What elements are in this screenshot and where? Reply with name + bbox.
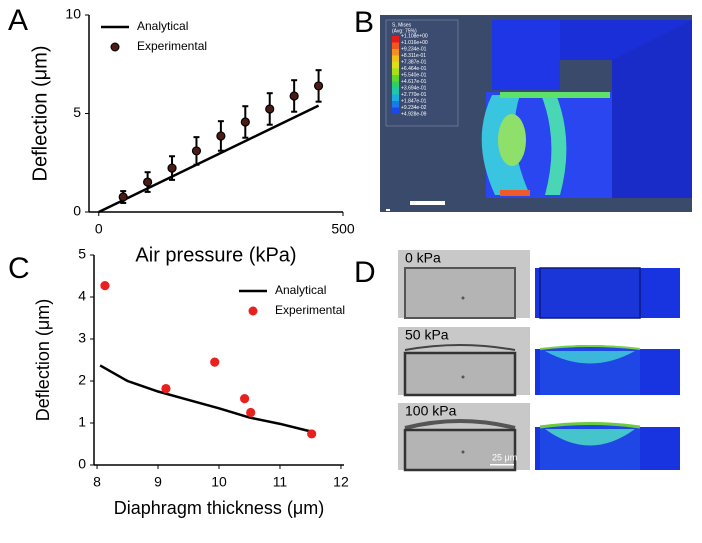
legend-label: Experimental: [137, 39, 207, 53]
y-tick-label: 5: [78, 246, 86, 262]
fem-hotspot: [500, 190, 530, 196]
legend-swatch: [248, 306, 258, 316]
marker: [246, 407, 256, 418]
panel-label: A: [8, 4, 28, 37]
fem-color-band: [392, 107, 399, 114]
fem-legend-value: +6.464e-01: [401, 66, 427, 72]
legend-swatch: [110, 42, 120, 52]
fem-stress-zone: [540, 92, 567, 195]
x-axis-label: Diaphragm thickness (μm): [114, 498, 324, 518]
fem-legend-value: +5.540e-01: [401, 72, 427, 78]
y-tick-label: 2: [78, 372, 86, 388]
fem-color-band: [392, 42, 399, 49]
marker: [191, 146, 202, 156]
panel-label: C: [8, 252, 30, 285]
marker: [161, 383, 171, 394]
micrograph: [398, 250, 680, 319]
axis-triad: [386, 209, 390, 211]
scale-label: 25 μm: [492, 452, 517, 462]
fem-block-side: [612, 20, 692, 198]
fem-color-band: [392, 81, 399, 88]
y-axis-label: Deflection (μm): [33, 299, 53, 421]
fem-legend-value: +8.311e-01: [401, 53, 426, 59]
marker: [289, 91, 299, 101]
marker: [307, 429, 317, 439]
marker: [100, 281, 110, 291]
marker: [167, 163, 177, 173]
fem-legend-value: +1.108e+00: [401, 33, 428, 39]
fem-color-band: [392, 62, 399, 69]
y-tick-label: 10: [65, 6, 81, 22]
legend-label: Experimental: [275, 303, 345, 317]
fem-block-face: [492, 20, 560, 90]
fem-color-band: [392, 101, 399, 108]
pressure-label: 50 kPa: [405, 327, 449, 343]
marker: [143, 177, 153, 187]
y-axis-label: Deflection (μm): [29, 46, 51, 182]
marker: [313, 81, 324, 91]
y-tick-label: 1: [78, 414, 86, 430]
fem-legend-title: S, Mises: [392, 22, 412, 28]
fem-legend-value: +4.928e-09: [401, 111, 427, 117]
fem-stress-zone: [498, 114, 526, 166]
marker: [240, 117, 250, 127]
micrograph: [398, 403, 680, 472]
x-tick-label: 0: [95, 221, 103, 237]
x-tick-label: 12: [333, 474, 349, 490]
pressure-label: 0 kPa: [405, 250, 441, 266]
line-series: [99, 364, 311, 433]
y-tick-label: 0: [78, 456, 86, 472]
fem-legend-value: +3.694e-01: [401, 85, 427, 91]
pressure-label: 100 kPa: [405, 403, 457, 419]
micrograph: [398, 327, 680, 397]
x-tick-label: 11: [273, 474, 288, 490]
micrograph-panel: 0 kPa 50 kPa 100 kPa 25 μm: [398, 250, 680, 472]
fem-legend-subtitle: (Avg: 75%): [392, 28, 417, 34]
panel-label: B: [354, 6, 374, 39]
x-tick-label: 500: [331, 221, 355, 237]
fem-legend-value: +7.387e-01: [401, 59, 427, 65]
fem-color-band: [392, 88, 399, 95]
fem-color-band: [392, 55, 399, 62]
panel-label: D: [354, 256, 376, 289]
x-axis-label: Air pressure (kPa): [135, 244, 296, 266]
fem-legend-value: +1.847e-01: [401, 98, 427, 104]
y-tick-label: 0: [73, 203, 81, 219]
fem-color-band: [392, 49, 399, 56]
legend-label: Analytical: [137, 19, 188, 33]
line-series: [98, 104, 320, 214]
marker: [265, 104, 275, 114]
x-tick-label: 9: [154, 474, 162, 490]
marker: [216, 131, 226, 141]
x-tick-label: 8: [93, 474, 101, 490]
fem-image: S, Mises (Avg: 75%) +1.108e+00+1.016e+00…: [380, 15, 692, 212]
marker: [210, 357, 220, 367]
y-tick-label: 5: [73, 104, 81, 120]
fem-color-band: [392, 94, 399, 101]
fem-diaphragm: [500, 92, 610, 98]
fem-legend-value: +2.770e-01: [401, 92, 427, 98]
legend-label: Analytical: [275, 283, 326, 297]
y-tick-label: 4: [78, 288, 86, 304]
fem-legend-value: +4.617e-01: [401, 79, 427, 85]
fem-legend-value: +9.234e-01: [401, 46, 427, 52]
fem-legend-value: +1.016e+00: [401, 40, 428, 46]
marker: [118, 192, 128, 202]
fem-color-band: [392, 36, 399, 43]
y-tick-label: 3: [78, 330, 86, 346]
fem-color-band: [392, 75, 399, 82]
fem-legend-value: +9.234e-02: [401, 105, 427, 111]
x-tick-label: 10: [211, 474, 227, 490]
scale-bar: [410, 201, 445, 205]
fem-color-band: [392, 68, 399, 75]
marker: [240, 394, 250, 404]
